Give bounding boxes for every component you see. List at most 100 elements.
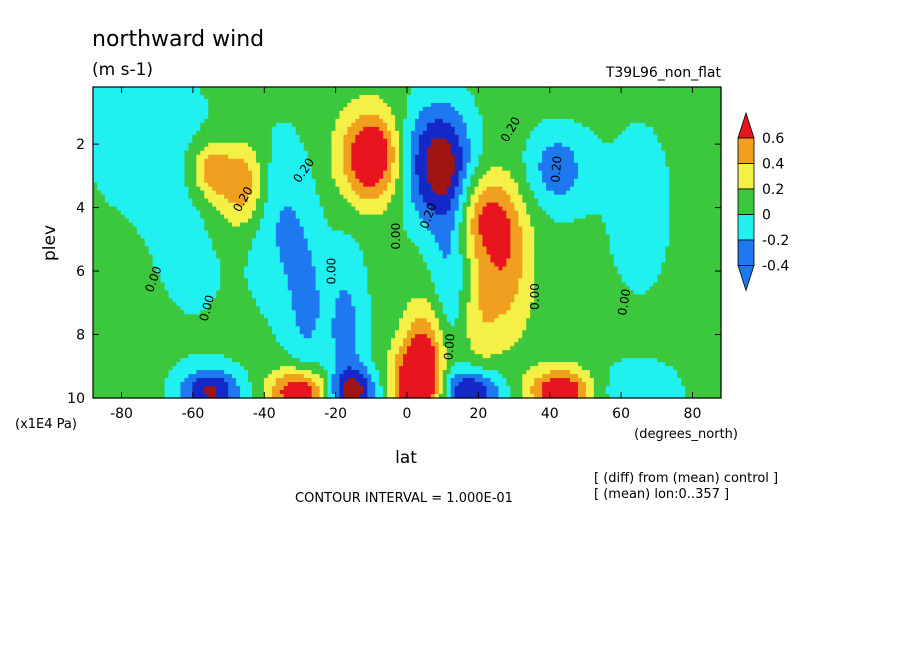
heatmap-cell (446, 126, 452, 132)
heatmap-cell (581, 106, 587, 112)
heatmap-cell (331, 178, 337, 184)
heatmap-cell (335, 142, 341, 148)
heatmap-cell (180, 154, 186, 160)
heatmap-cell (410, 194, 416, 200)
heatmap-cell (391, 178, 396, 184)
heatmap-cell (176, 94, 182, 100)
heatmap-cell (466, 114, 472, 120)
heatmap-cell (641, 174, 647, 180)
heatmap-cell (613, 142, 619, 148)
heatmap-cell (160, 158, 166, 164)
heatmap-cell (705, 190, 710, 196)
heatmap-cell (335, 118, 341, 124)
heatmap-cell (224, 98, 229, 104)
heatmap-cell (291, 118, 297, 124)
heatmap-cell (96, 98, 102, 104)
heatmap-cell (573, 154, 579, 160)
heatmap-cell (446, 138, 452, 144)
heatmap-cell (645, 87, 651, 92)
heatmap-cell (649, 194, 655, 200)
heatmap-cell (474, 162, 480, 168)
heatmap-cell (546, 130, 551, 136)
heatmap-cell (379, 198, 384, 204)
heatmap-cell (625, 126, 631, 132)
heatmap-cell (482, 170, 488, 176)
heatmap-cell (93, 150, 98, 156)
heatmap-cell (713, 150, 718, 156)
heatmap-cell (621, 94, 627, 100)
heatmap-cell (625, 118, 631, 124)
heatmap-cell (172, 190, 178, 196)
heatmap-cell (677, 190, 682, 196)
heatmap-cell (422, 174, 428, 180)
heatmap-cell (367, 154, 372, 160)
heatmap-cell (108, 202, 114, 208)
heatmap-cell (589, 94, 595, 100)
heatmap-cell (160, 150, 166, 156)
heatmap-cell (343, 150, 348, 156)
heatmap-cell (534, 178, 539, 184)
heatmap-cell (180, 194, 186, 200)
heatmap-cell (705, 146, 710, 152)
heatmap-cell (681, 186, 686, 192)
heatmap-cell (609, 142, 615, 148)
heatmap-cell (287, 186, 293, 192)
heatmap-cell (124, 194, 130, 200)
heatmap-cell (363, 202, 368, 208)
heatmap-cell (228, 94, 233, 100)
heatmap-cell (184, 198, 189, 204)
heatmap-cell (251, 210, 257, 216)
heatmap-cell (514, 134, 519, 140)
heatmap-cell (597, 186, 603, 192)
heatmap-cell (188, 138, 193, 144)
heatmap-cell (351, 178, 356, 184)
heatmap-cell (323, 150, 329, 156)
heatmap-cell (470, 178, 476, 184)
heatmap-cell (657, 138, 662, 144)
heatmap-cell (713, 146, 718, 152)
heatmap-cell (569, 90, 575, 96)
heatmap-cell (343, 126, 348, 132)
heatmap-cell (514, 98, 519, 104)
heatmap-cell (478, 130, 484, 136)
heatmap-cell (160, 94, 166, 100)
heatmap-cell (438, 154, 444, 160)
heatmap-cell (399, 118, 404, 124)
heatmap-cell (689, 106, 694, 112)
heatmap-cell (518, 90, 523, 96)
heatmap-cell (482, 150, 488, 156)
heatmap-cell (375, 198, 380, 204)
heatmap-cell (466, 106, 472, 112)
heatmap-cell (295, 130, 301, 136)
heatmap-cell (705, 106, 710, 112)
heatmap-cell (200, 102, 205, 108)
heatmap-cell (391, 106, 396, 112)
heatmap-cell (597, 138, 603, 144)
heatmap-cell (486, 126, 492, 132)
heatmap-cell (160, 190, 166, 196)
heatmap-cell (363, 118, 368, 124)
heatmap-cell (585, 154, 591, 160)
heatmap-cell (502, 110, 507, 116)
heatmap-cell (649, 90, 655, 96)
heatmap-cell (426, 194, 432, 200)
heatmap-cell (180, 166, 186, 172)
heatmap-cell (351, 110, 356, 116)
heatmap-cell (526, 182, 531, 188)
heatmap-cell (621, 198, 627, 204)
heatmap-cell (605, 154, 611, 160)
heatmap-cell (283, 142, 289, 148)
heatmap-cell (347, 94, 352, 100)
heatmap-cell (577, 198, 583, 204)
heatmap-cell (299, 206, 305, 212)
heatmap-cell (311, 126, 317, 132)
heatmap-cell (136, 194, 142, 200)
heatmap-cell (160, 186, 166, 192)
heatmap-cell (418, 194, 424, 200)
heatmap-cell (391, 154, 396, 160)
heatmap-cell (236, 154, 241, 160)
heatmap-cell (498, 138, 503, 144)
heatmap-cell (474, 134, 480, 140)
heatmap-cell (351, 190, 356, 196)
heatmap-cell (653, 106, 658, 112)
